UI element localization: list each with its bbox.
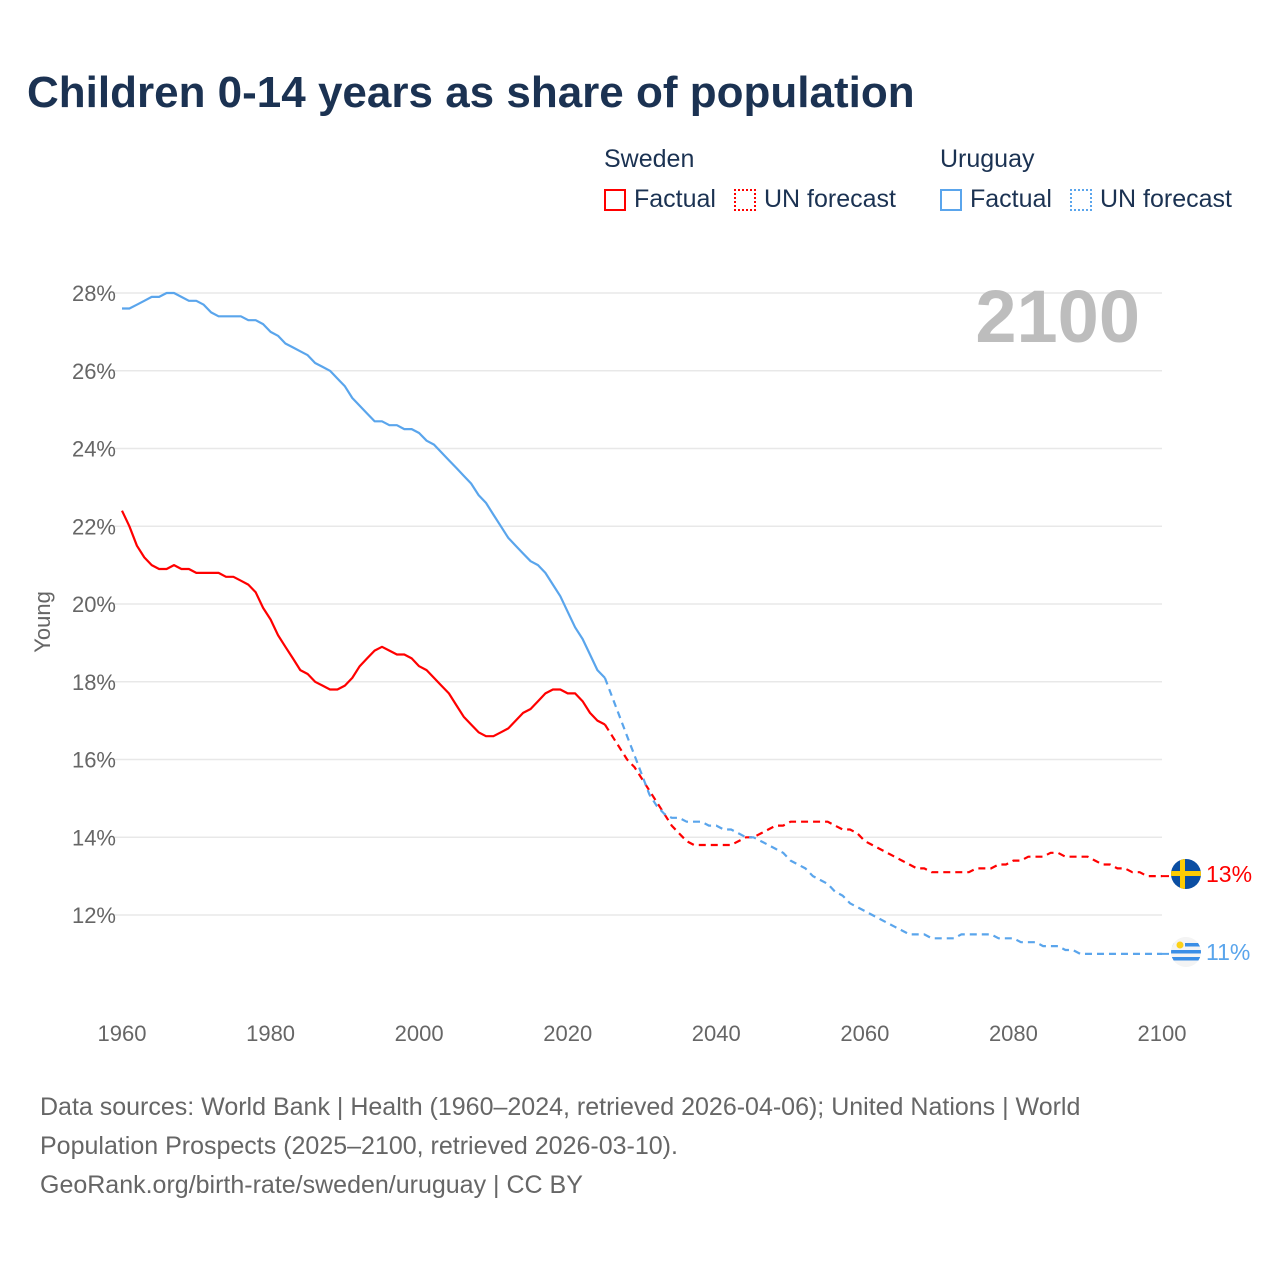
legend-sweden-forecast[interactable]: UN forecast [733, 185, 896, 214]
footer: Data sources: World Bank | Health (1960–… [40, 1088, 1180, 1205]
y-tick-label: 20% [72, 592, 116, 617]
x-tick-label: 1980 [246, 1021, 295, 1046]
y-tick-label: 26% [72, 359, 116, 384]
x-tick-label: 2080 [989, 1021, 1038, 1046]
uruguay-end-label: 11% [1206, 939, 1250, 965]
legend-uruguay-factual[interactable]: Factual [940, 185, 1052, 214]
series-line-sweden-factual [121, 510, 606, 738]
x-tick-label: 2020 [543, 1021, 592, 1046]
sweden-flag-icon [1171, 859, 1201, 889]
legend-country-sweden: Sweden [604, 145, 695, 173]
dotted-swatch-icon [733, 188, 756, 211]
x-tick-label: 2000 [395, 1021, 444, 1046]
y-tick-label: 16% [72, 748, 116, 773]
y-tick-label: 18% [72, 670, 116, 695]
legend-label: Factual [970, 185, 1052, 213]
attribution-link[interactable]: GeoRank.org/birth-rate/sweden/uruguay | … [40, 1171, 583, 1199]
y-tick-label: 22% [72, 514, 116, 539]
year-watermark: 2100 [975, 275, 1140, 358]
x-tick-label: 2100 [1138, 1021, 1187, 1046]
legend-sweden-factual[interactable]: Factual [604, 185, 716, 214]
data-sources: Data sources: World Bank | Health (1960–… [40, 1093, 1081, 1160]
y-tick-label: 28% [72, 281, 116, 306]
series-line-uruguay-factual [122, 291, 606, 679]
x-tick-label: 1960 [98, 1021, 147, 1046]
legend-sweden: Sweden Factual UN forecast [604, 145, 914, 214]
y-tick-label: 14% [72, 825, 116, 850]
y-tick-label: 24% [72, 437, 116, 462]
x-tick-label: 2040 [692, 1021, 741, 1046]
y-axis-label: Young [30, 591, 55, 653]
legend-uruguay-forecast[interactable]: UN forecast [1069, 185, 1232, 214]
legend-label: UN forecast [763, 185, 896, 213]
solid-swatch-icon [604, 188, 626, 211]
solid-swatch-icon [940, 188, 962, 211]
legend-label: UN forecast [1099, 185, 1232, 213]
sweden-end-label: 13% [1206, 861, 1252, 887]
series-line-sweden-un-forecast [603, 723, 1162, 878]
uruguay-flag-icon [1171, 937, 1201, 967]
y-tick-label: 12% [72, 903, 116, 928]
legend-label: Factual [634, 185, 716, 213]
dotted-swatch-icon [1069, 188, 1092, 211]
legend-country-uruguay: Uruguay [940, 145, 1035, 173]
line-chart: 12% 14% 16% 18% 20% 22% 24% 26% 28% 1960 1980 2000 2… [30, 275, 1252, 1046]
legend-uruguay: Uruguay Factual UN forecast [940, 145, 1250, 214]
x-tick-label: 2060 [840, 1021, 889, 1046]
series-line-uruguay-un-forecast [603, 677, 1162, 956]
chart-title: Children 0-14 years as share of populati… [27, 68, 915, 117]
